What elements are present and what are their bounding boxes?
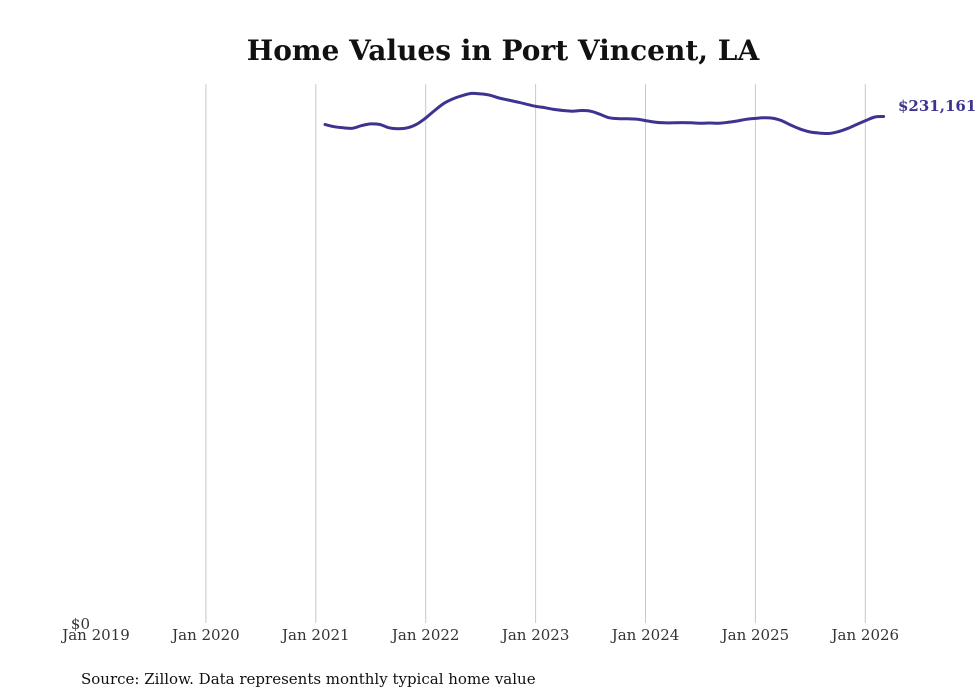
x-axis-tick-labels: Jan 2019 Jan 2020 Jan 2021 Jan 2022 Jan 2023… [60,626,899,644]
latest-value-label: $231,161 [898,97,976,115]
x-tick-label: Jan 2021 [280,626,350,644]
gridlines [205,84,866,623]
home-value-line [323,91,886,136]
x-tick-label: Jan 2024 [610,626,680,644]
source-note: Source: Zillow. Data represents monthly … [81,670,536,688]
x-tick-label: Jan 2020 [170,626,240,644]
chart-title: Home Values in Port Vincent, LA [247,34,761,67]
y-tick-label-zero: $0 [71,615,90,633]
x-tick-label: Jan 2025 [720,626,790,644]
x-tick-label: Jan 2023 [500,626,570,644]
x-tick-label: Jan 2022 [390,626,460,644]
x-tick-label: Jan 2019 [60,626,130,644]
x-tick-label: Jan 2026 [830,626,900,644]
